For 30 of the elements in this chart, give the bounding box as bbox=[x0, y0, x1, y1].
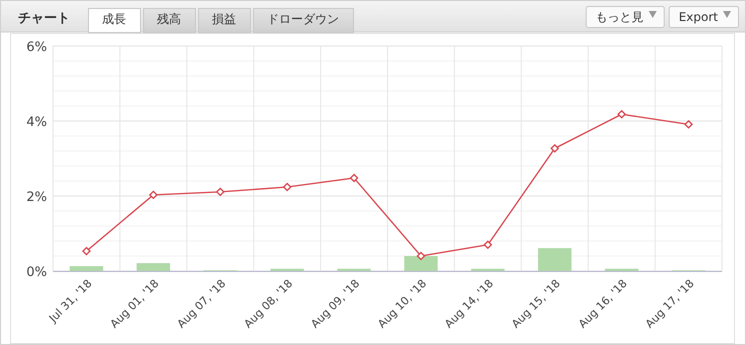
text: もっと見 bbox=[596, 10, 644, 24]
bar bbox=[136, 263, 170, 271]
bar bbox=[70, 266, 104, 271]
point bbox=[216, 188, 224, 196]
y-tick-label: 4% bbox=[26, 115, 47, 130]
text: Export bbox=[678, 10, 718, 24]
x-tick-label: Jul 31, '18 bbox=[46, 276, 95, 326]
text: 残高 bbox=[157, 12, 181, 26]
y-tick-label: 6% bbox=[26, 40, 47, 55]
chart-title: チャート bbox=[18, 11, 70, 26]
x-tick-label: Aug 15, '18 bbox=[509, 276, 563, 331]
point bbox=[283, 182, 292, 192]
bar bbox=[538, 248, 572, 271]
point bbox=[416, 252, 426, 260]
point bbox=[484, 240, 492, 249]
y-tick-label: 2% bbox=[26, 190, 47, 205]
text: 成長 bbox=[102, 12, 126, 26]
point bbox=[684, 120, 693, 129]
point bbox=[550, 144, 559, 153]
x-tick-label: Aug 01, '18 bbox=[108, 276, 162, 331]
point bbox=[618, 110, 626, 118]
bar bbox=[404, 256, 438, 271]
x-tick-label: Aug 07, '18 bbox=[174, 276, 228, 331]
y-tick-label: 0% bbox=[26, 265, 47, 280]
point bbox=[82, 246, 91, 256]
point bbox=[350, 174, 358, 182]
x-tick-label: Aug 14, '18 bbox=[442, 276, 496, 331]
text: ドローダウン bbox=[267, 12, 339, 26]
point bbox=[149, 190, 158, 200]
text: 損益 bbox=[212, 12, 236, 26]
